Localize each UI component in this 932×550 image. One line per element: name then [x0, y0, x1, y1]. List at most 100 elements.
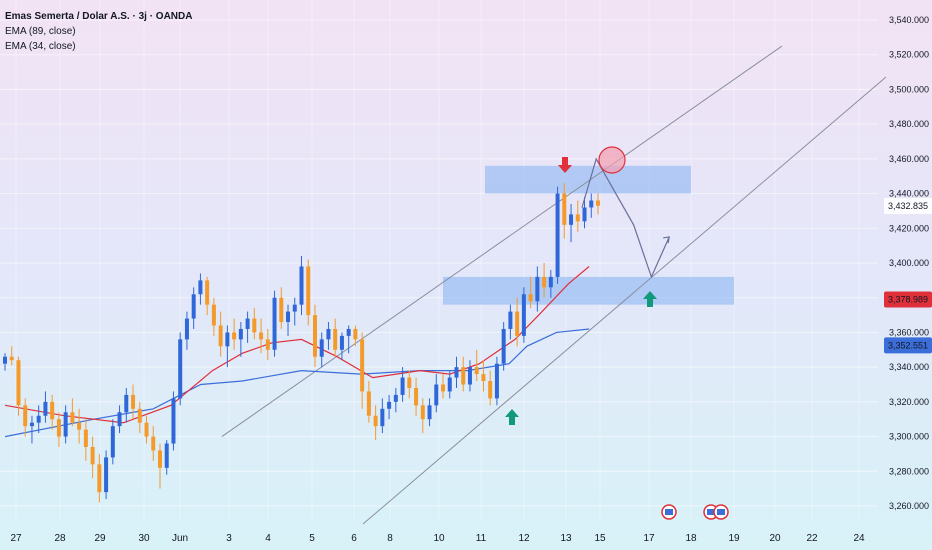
x-tick-label: 18: [685, 533, 697, 544]
candle-body: [29, 422, 34, 427]
x-tick-label: 3: [226, 533, 232, 544]
y-tick-label: 3,400.000: [889, 258, 929, 268]
candle-body: [265, 339, 270, 350]
resistance-zone: [485, 165, 691, 194]
x-tick-label: 19: [728, 533, 740, 544]
candle-body: [77, 422, 82, 430]
chart-legend: Emas Semerta / Dolar A.S. · 3j · OANDA E…: [5, 9, 192, 54]
x-tick-label: 13: [560, 533, 572, 544]
x-tick-label: 30: [138, 533, 150, 544]
candle-body: [400, 377, 405, 395]
candle-body: [380, 408, 385, 427]
candle-body: [151, 436, 156, 451]
candle-body: [110, 426, 115, 458]
candle-body: [548, 276, 553, 288]
y-tick-label: 3,540.000: [889, 15, 929, 25]
candle-body: [23, 405, 28, 427]
candle-body: [589, 200, 594, 208]
x-tick-label: 20: [769, 533, 781, 544]
candle-body: [43, 401, 48, 416]
x-tick-label: 28: [54, 533, 66, 544]
candle-body: [117, 412, 122, 427]
candle-body: [157, 450, 162, 468]
candle-body: [521, 294, 526, 336]
candle-body: [245, 318, 250, 329]
y-tick-label: 3,440.000: [889, 189, 929, 199]
price-label: 3,378.989: [888, 294, 928, 304]
candle-body: [596, 200, 600, 206]
candle-body: [555, 193, 560, 277]
candle-body: [299, 266, 304, 305]
candle-body: [582, 207, 587, 222]
candle-body: [569, 214, 574, 225]
candle-body: [562, 193, 567, 225]
candle-body: [16, 360, 21, 406]
candle-body: [488, 381, 493, 399]
candle-body: [528, 294, 533, 302]
candle-body: [366, 391, 371, 416]
candle-body: [447, 377, 452, 392]
candle-body: [9, 356, 14, 361]
candle-body: [144, 422, 149, 437]
y-tick-label: 3,300.000: [889, 432, 929, 442]
x-tick-label: 22: [806, 533, 818, 544]
candle-body: [387, 401, 392, 409]
candle-body: [427, 405, 432, 420]
candle-body: [474, 367, 479, 375]
candle-body: [319, 339, 324, 357]
projection-arrowhead: [663, 236, 670, 244]
candle-body: [279, 297, 284, 323]
candle-body: [164, 443, 169, 468]
target-circle: [598, 146, 626, 174]
x-tick-label: 12: [518, 533, 530, 544]
y-tick-label: 3,480.000: [889, 119, 929, 129]
candle-body: [306, 266, 311, 316]
support-zone: [443, 276, 734, 305]
candle-body: [272, 297, 277, 350]
y-tick-label: 3,280.000: [889, 466, 929, 476]
candle-body: [434, 384, 439, 406]
candle-body: [407, 377, 412, 388]
ema89-line: [4, 328, 590, 438]
candle-body: [467, 367, 472, 385]
flag-icon: [665, 509, 673, 515]
candle-body: [104, 457, 109, 493]
y-tick-label: 3,360.000: [889, 327, 929, 337]
candle-body: [252, 318, 257, 333]
candle-body: [171, 398, 176, 444]
x-tick-label: 4: [265, 533, 271, 544]
flag-icon: [717, 509, 725, 515]
x-tick-label: 5: [309, 533, 315, 544]
legend-ema34[interactable]: EMA (34, close): [5, 41, 76, 52]
candle-body: [36, 415, 41, 423]
candle-body: [90, 446, 95, 465]
candle-body: [50, 401, 55, 420]
legend-ema89[interactable]: EMA (89, close): [5, 26, 76, 37]
x-tick-label: 29: [94, 533, 106, 544]
candle-body: [494, 363, 499, 399]
up-arrow-marker: [643, 291, 657, 307]
x-tick-label: 8: [387, 533, 393, 544]
candle-body: [441, 384, 446, 392]
candle-body: [346, 328, 351, 336]
projection-path: [581, 157, 670, 279]
x-tick-label: 11: [476, 533, 487, 544]
x-tick-label: 27: [10, 533, 22, 544]
candle-body: [535, 276, 540, 302]
candle-body: [97, 464, 102, 493]
candle-body: [353, 328, 358, 340]
price-label-box: [884, 337, 932, 354]
y-tick-label: 3,340.000: [889, 362, 929, 372]
candle-body: [286, 311, 291, 323]
candle-body: [131, 394, 136, 409]
candle-body: [137, 408, 142, 423]
candle-body: [56, 419, 61, 437]
candle-body: [184, 318, 189, 340]
price-label: 3,352.551: [888, 340, 928, 350]
candle-body: [542, 276, 547, 288]
price-label-box: [884, 198, 932, 215]
candle-body: [225, 332, 230, 347]
candle-body: [198, 280, 203, 295]
